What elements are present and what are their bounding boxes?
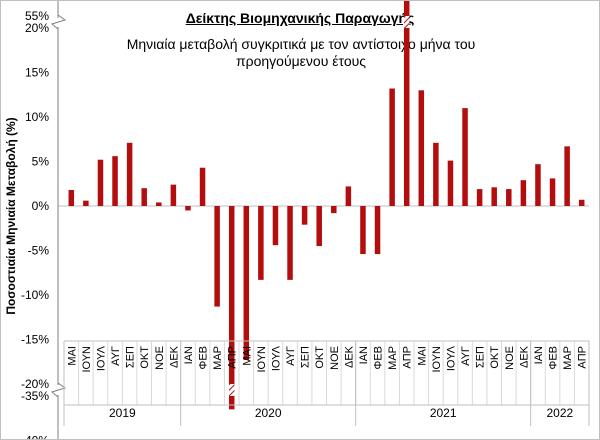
bar-break-hatch (403, 16, 410, 28)
bar (520, 180, 527, 206)
bar (126, 142, 133, 206)
month-label: ΙΑΝ (533, 346, 545, 364)
bar (331, 206, 337, 214)
bar-top-segment (403, 1, 410, 16)
month-label: ΦΕΒ (548, 346, 560, 369)
month-label: ΣΕΠ (125, 346, 137, 368)
month-label: ΜΑΙ (416, 346, 428, 366)
year-label: 2022 (546, 406, 573, 420)
month-label: ΑΠΡ (402, 346, 414, 369)
bar (68, 189, 75, 206)
y-tick-label: -15% (21, 333, 49, 347)
month-label: ΝΟΕ (504, 346, 516, 370)
bar (564, 146, 570, 206)
bar (185, 206, 191, 211)
chart-subtitle: Μηνιαία μεταβολή συγκριτικά με τον αντίσ… (126, 36, 476, 69)
bar (389, 88, 395, 206)
month-label: ΙΟΥΝ (256, 346, 268, 373)
month-label: ΙΟΥΝ (431, 346, 443, 373)
bar (506, 189, 512, 206)
month-label: ΙΟΥΛ (445, 345, 457, 371)
bar (447, 160, 454, 206)
bar (476, 189, 483, 206)
bar (97, 159, 104, 206)
bar (199, 167, 206, 206)
bar (258, 206, 264, 280)
bar (287, 206, 293, 280)
y-tick-label: 0% (32, 199, 50, 213)
y-tick-label: 15% (25, 66, 49, 80)
bar (170, 184, 177, 206)
month-label: ΟΚΤ (314, 346, 326, 369)
month-label: ΜΑΡ (387, 346, 399, 370)
year-label: 2019 (109, 406, 136, 420)
chart-title: Δείκτης Βιομηχανικής Παραγωγής (185, 10, 415, 26)
bar (433, 142, 439, 206)
month-label: ΟΚΤ (139, 346, 151, 369)
bar (345, 186, 352, 206)
y-tick-label: -10% (21, 288, 49, 302)
bar (272, 206, 279, 246)
month-label: ΦΕΒ (198, 346, 210, 369)
month-label: ΙΑΝ (183, 346, 195, 364)
axis-break-marker-bottom (50, 382, 67, 398)
bar (578, 199, 585, 206)
month-label: ΝΟΕ (329, 346, 341, 370)
bar-break-hatch (228, 384, 235, 396)
y-tick-label: 10% (25, 110, 49, 124)
axis-break-marker-top (50, 14, 67, 30)
month-label: ΜΑΡ (562, 346, 574, 370)
bar (535, 164, 541, 206)
bar (462, 108, 468, 206)
month-label: ΙΑΝ (358, 346, 370, 364)
month-label: ΣΕΠ (300, 346, 312, 368)
bar (374, 206, 381, 255)
y-tick-label: -35% (21, 389, 49, 403)
month-label: ΔΕΚ (518, 345, 530, 368)
month-label: ΑΠΡ (227, 346, 239, 369)
month-label: ΙΟΥΛ (95, 345, 107, 371)
month-label: ΙΟΥΛ (270, 345, 282, 371)
month-label: ΣΕΠ (475, 346, 487, 368)
y-tick-label: -5% (28, 244, 50, 258)
month-label: ΝΟΕ (154, 346, 166, 370)
bar (301, 206, 308, 225)
month-label: ΦΕΒ (373, 346, 385, 369)
bar (403, 28, 410, 206)
bar (83, 200, 89, 206)
month-label: ΑΥΓ (110, 346, 122, 366)
month-label: ΑΠΡ (577, 346, 589, 369)
year-label: 2021 (430, 406, 457, 420)
month-label: ΙΟΥΝ (81, 346, 93, 373)
month-label: ΑΥΓ (285, 346, 297, 366)
bar (141, 188, 147, 206)
bar (418, 90, 425, 206)
bar (316, 206, 322, 247)
month-label: ΜΑΙ (66, 346, 78, 366)
y-tick-label: 55% (25, 9, 49, 23)
bar (156, 202, 162, 206)
y-tick-label: 20% (25, 21, 49, 35)
bar (228, 206, 235, 384)
month-label: ΔΕΚ (343, 345, 355, 368)
month-label: ΜΑΙ (241, 346, 253, 366)
bar-bottom-segment (228, 396, 235, 410)
y-tick-label: 5% (32, 155, 50, 169)
bar (214, 206, 220, 307)
bar (243, 206, 250, 360)
month-label: ΜΑΡ (212, 346, 224, 370)
y-tick-label: -40% (21, 434, 49, 440)
bar (360, 206, 366, 255)
y-tick-label: -20% (21, 377, 49, 391)
month-label: ΔΕΚ (168, 345, 180, 368)
bar (112, 156, 118, 206)
year-label: 2020 (255, 406, 282, 420)
bar (549, 178, 556, 206)
month-label: ΑΥΓ (460, 346, 472, 366)
month-label: ΟΚΤ (489, 346, 501, 369)
bar (491, 187, 497, 206)
